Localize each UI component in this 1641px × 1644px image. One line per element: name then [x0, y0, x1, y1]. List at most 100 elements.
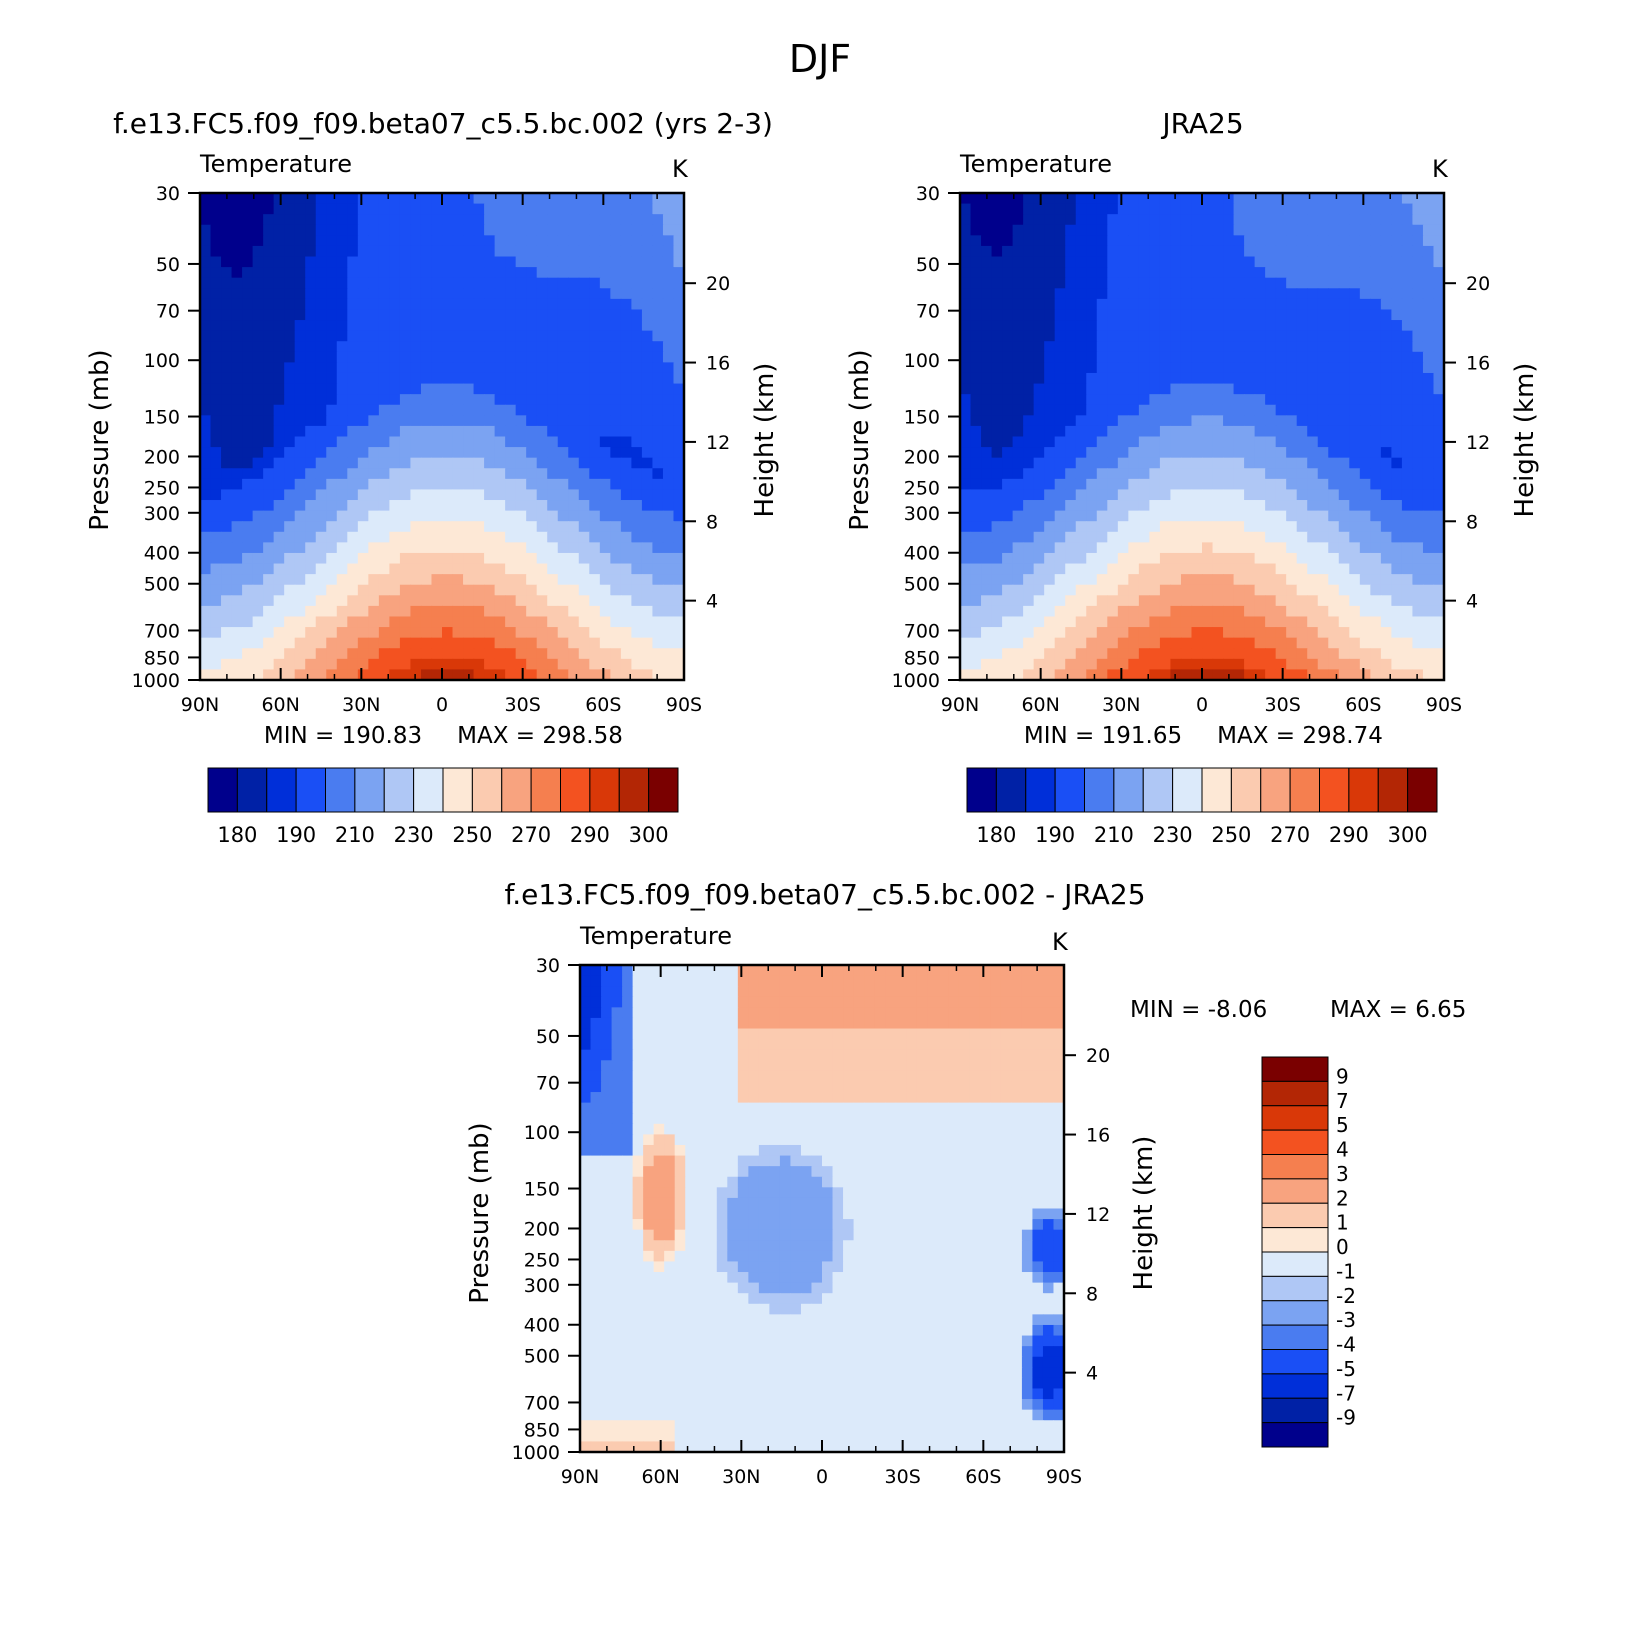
model-cell: [599, 658, 611, 671]
obs-cell: [1117, 309, 1129, 321]
obs-cell: [1265, 362, 1277, 374]
model-cell: [221, 341, 233, 353]
model-cell: [641, 309, 654, 321]
obs-cell: [1233, 224, 1245, 236]
obs-cell: [1202, 415, 1214, 427]
obs-cell: [1012, 256, 1024, 268]
obs-cell: [991, 627, 1003, 639]
model-cell: [494, 267, 506, 279]
obs-cell: [1401, 500, 1414, 512]
model-cell: [599, 320, 611, 332]
obs-cell: [1086, 436, 1098, 448]
model-cell: [452, 531, 464, 543]
model-cell: [473, 372, 485, 385]
obs-cell: [1138, 298, 1150, 311]
obs-cell: [1349, 500, 1361, 512]
model-cell: [641, 542, 654, 554]
obs-cell: [1338, 214, 1350, 226]
model-cell: [378, 616, 390, 628]
model-cell: [473, 478, 485, 491]
model-cell: [652, 351, 664, 363]
model-cell: [568, 235, 580, 247]
model-cell: [452, 256, 464, 268]
model-cell: [536, 605, 548, 618]
diff-cell: [958, 975, 970, 987]
obs-cell: [1212, 224, 1224, 236]
obs-cell: [1202, 436, 1214, 448]
model-cell: [336, 669, 348, 681]
obs-cell: [1380, 563, 1392, 575]
model-cell: [263, 531, 275, 543]
diff-cell: [622, 1017, 634, 1030]
model-cell: [578, 521, 590, 533]
model-cell: [673, 510, 685, 522]
obs-cell: [1023, 330, 1035, 342]
obs-cell: [1212, 235, 1224, 247]
obs-cell: [1033, 351, 1045, 363]
model-cell: [547, 288, 559, 300]
obs-cell: [1107, 267, 1119, 279]
model-cell: [610, 320, 622, 332]
model-cell: [284, 552, 296, 565]
obs-cell: [1054, 330, 1066, 342]
model-cell: [378, 595, 390, 607]
obs-cell: [981, 415, 993, 427]
obs-cell: [1075, 616, 1087, 628]
model-cell: [526, 235, 538, 247]
model-cell: [221, 298, 233, 311]
obs-cell: [1002, 415, 1014, 427]
obs-cell: [1359, 203, 1371, 215]
obs-cell: [1086, 605, 1098, 618]
model-cell: [221, 552, 233, 565]
obs-cell: [1128, 394, 1140, 406]
obs-cell: [991, 203, 1003, 215]
model-cell: [252, 214, 264, 226]
model-cell: [368, 436, 380, 448]
obs-cell: [1149, 468, 1161, 480]
obs-cell: [1433, 627, 1445, 639]
obs-cell: [1307, 468, 1319, 480]
model-cell: [378, 669, 390, 681]
model-cell: [578, 669, 590, 681]
diff-cell: [969, 1028, 981, 1040]
diff-cell: [979, 1049, 991, 1061]
model-cell: [242, 425, 254, 438]
obs-cell: [970, 224, 982, 236]
obs-cell: [1254, 224, 1266, 236]
model-cell: [357, 658, 369, 671]
obs-cell: [1170, 309, 1182, 321]
diff-cell: [874, 986, 886, 998]
obs-cell: [1275, 394, 1287, 406]
obs-cell: [1117, 489, 1129, 501]
obs-cell: [1317, 616, 1329, 628]
obs-cell: [1412, 627, 1424, 639]
model-cell: [536, 320, 548, 332]
model-cell: [336, 521, 348, 533]
obs-cell: [1275, 542, 1287, 554]
obs-cell: [991, 510, 1003, 522]
model-cell: [399, 552, 412, 565]
model-cell: [357, 362, 369, 374]
obs-colorbar-swatch: [1142, 767, 1174, 813]
obs-cell: [1370, 648, 1382, 660]
model-cell: [221, 267, 233, 279]
obs-cell: [1433, 531, 1445, 543]
obs-cell: [1191, 584, 1203, 596]
model-cell: [326, 574, 338, 586]
obs-cell: [1265, 468, 1277, 480]
diff-cell: [748, 1007, 760, 1019]
model-cell: [357, 383, 369, 395]
obs-cell: [1328, 256, 1340, 268]
model-cell: [610, 531, 622, 543]
diff-cell: [1032, 1039, 1044, 1051]
model-cell: [389, 510, 401, 522]
obs-cell: [991, 552, 1003, 565]
obs-cell: [1254, 372, 1266, 385]
model-cell: [357, 669, 369, 681]
obs-cell: [1265, 658, 1277, 671]
obs-cell: [1096, 224, 1108, 236]
model-cell: [620, 362, 632, 374]
obs-cell: [1370, 457, 1382, 469]
obs-cell: [1401, 605, 1414, 618]
obs-cell: [981, 404, 993, 416]
